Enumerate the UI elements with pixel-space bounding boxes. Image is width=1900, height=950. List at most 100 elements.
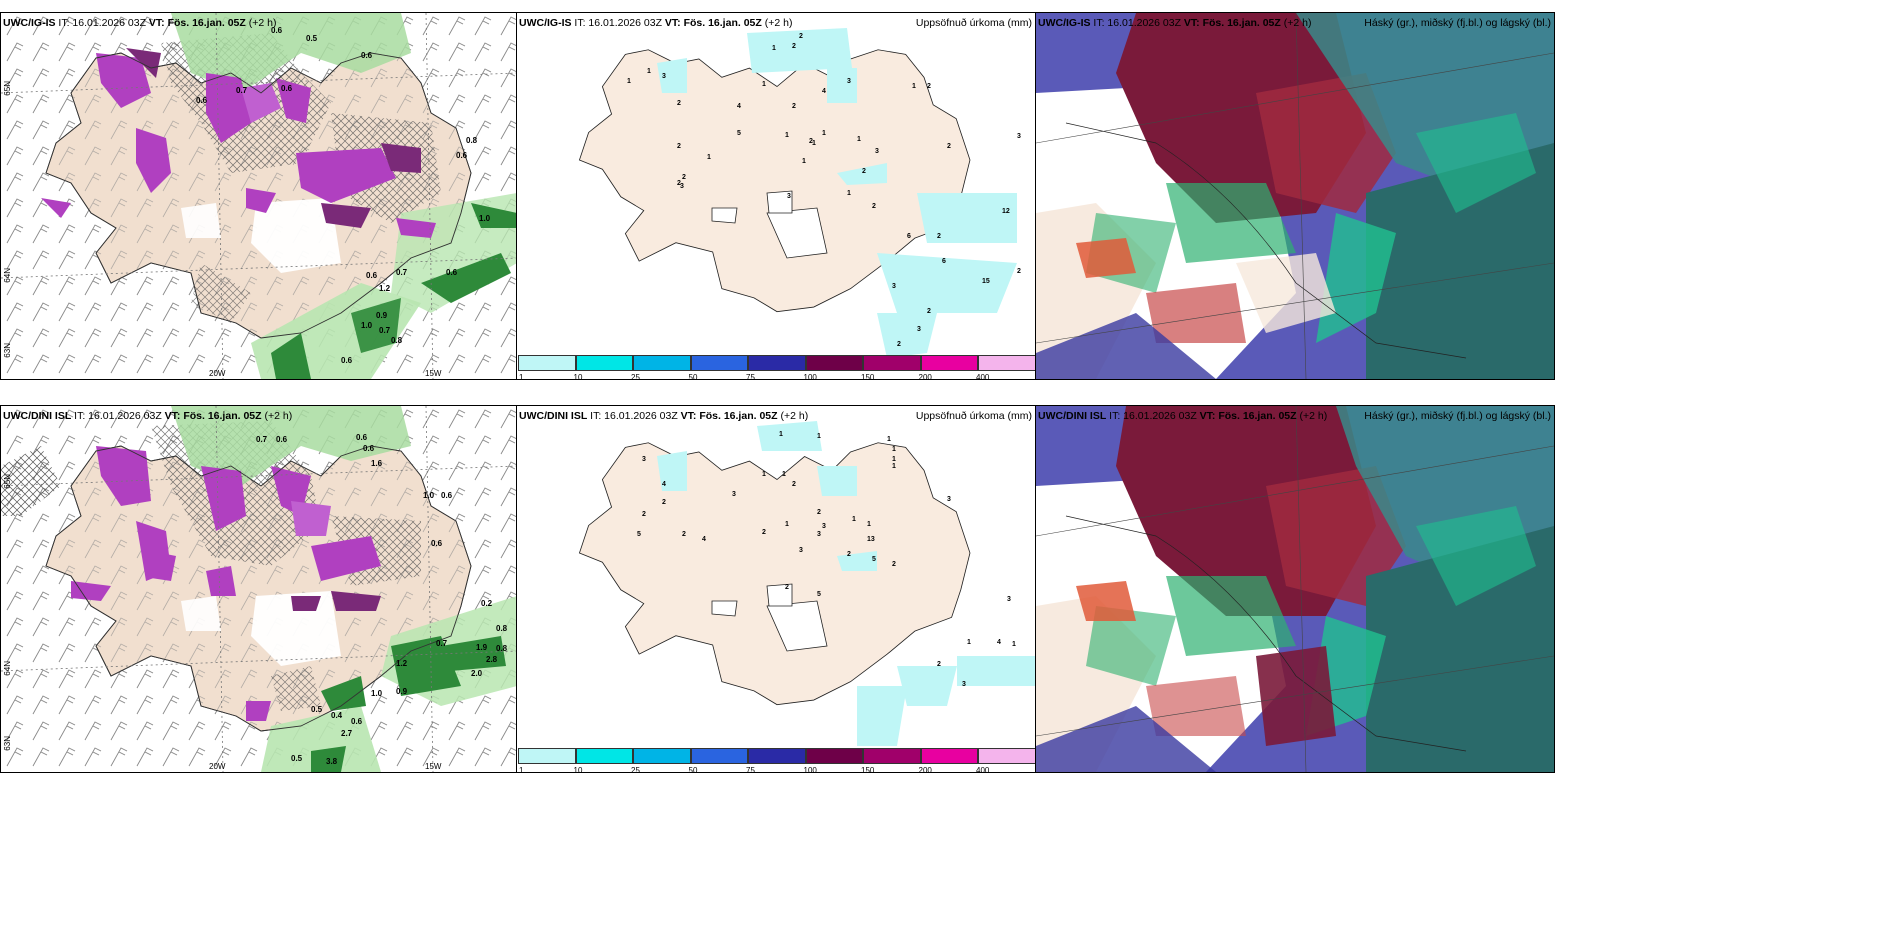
precip-value-label: 1 [785, 521, 789, 528]
precip-value-label: 1 [817, 433, 821, 440]
precip-value-label: 15 [982, 278, 990, 285]
lat-label-64n: 64N [3, 661, 12, 676]
precip-value-label: 3 [799, 547, 803, 554]
colorbar-swatch: 200 [919, 748, 978, 772]
lon-label-20w: 20W [209, 369, 226, 378]
lat-label-64n: 64N [3, 268, 12, 283]
cloud-map-top [1036, 13, 1554, 379]
precip-value-label: 1 [762, 471, 766, 478]
lon-label-15w: 15W [425, 762, 442, 771]
panel-header: UWC/IG-IS IT: 16.01.2026 03Z VT: Fös. 16… [519, 17, 793, 29]
colorbar-tick-label: 150 [861, 766, 875, 773]
colorbar-tick-label: 100 [803, 766, 817, 773]
precip-value-label: 2 [682, 531, 686, 538]
colorbar-swatch: 25 [631, 355, 691, 379]
precip-value-label: 6 [942, 258, 946, 265]
svg-text:0.5: 0.5 [306, 34, 318, 43]
precip-value-label: 2 [677, 180, 681, 187]
precip-value-label: 1 [847, 190, 851, 197]
colorbar-tick-label: 200 [918, 373, 932, 380]
colorbar-tick-label: 400 [976, 766, 990, 773]
precip-value-label: 5 [737, 130, 741, 137]
colorbar-swatch: 150 [861, 748, 921, 772]
svg-text:2.7: 2.7 [341, 729, 353, 738]
lat-label-63n: 63N [3, 736, 12, 751]
precip-value-label: 3 [875, 148, 879, 155]
panel-header: UWC/DINI ISL IT: 16.01.2026 03Z VT: Fös.… [519, 410, 809, 422]
precip-value-label: 5 [637, 531, 641, 538]
svg-text:0.6: 0.6 [446, 268, 458, 277]
map-panel-bottom-right: UWC/DINI ISL IT: 16.01.2026 03Z VT: Fös.… [1035, 405, 1555, 773]
precip-value-label: 1 [892, 463, 896, 470]
weather-map-bottom-left: 0.7 0.6 0.6 0.61.61.0 0.60.60.2 0.80.7 1.9 … [1, 406, 517, 772]
precip-value-label: 2 [862, 168, 866, 175]
svg-text:0.6: 0.6 [441, 491, 453, 500]
colorbar-swatch: 1 [518, 748, 576, 772]
colorbar-tick-label: 25 [631, 373, 640, 380]
svg-text:0.6: 0.6 [271, 26, 283, 35]
svg-text:2.0: 2.0 [471, 669, 483, 678]
panel-header: UWC/DINI ISL IT: 16.01.2026 03Z VT: Fös.… [1038, 410, 1328, 422]
svg-text:0.6: 0.6 [276, 435, 288, 444]
precip-value-label: 3 [787, 193, 791, 200]
svg-text:1.6: 1.6 [371, 459, 383, 468]
precip-value-label: 2 [809, 138, 813, 145]
svg-text:0.7: 0.7 [256, 435, 268, 444]
svg-text:0.5: 0.5 [291, 754, 303, 763]
precip-value-label: 2 [897, 341, 901, 348]
colorbar-swatch: 75 [746, 748, 806, 772]
precip-value-label: 3 [732, 491, 736, 498]
svg-text:0.6: 0.6 [456, 151, 468, 160]
precip-value-label: 3 [1007, 596, 1011, 603]
precip-value-label: 1 [1012, 641, 1016, 648]
precip-value-label: 3 [817, 531, 821, 538]
svg-text:0.6: 0.6 [356, 433, 368, 442]
svg-text:1.0: 1.0 [479, 214, 491, 223]
precip-value-label: 2 [792, 103, 796, 110]
precip-value-label: 5 [817, 591, 821, 598]
colorbar-tick-label: 25 [631, 766, 640, 773]
map-panel-top-left: 0.6 0.5 0.6 0.7 0.6 0.6 0.8 0.6 1.0 0.7 1.2 0.9 … [0, 12, 518, 380]
precip-value-label: 1 [857, 136, 861, 143]
svg-text:0.7: 0.7 [236, 86, 248, 95]
svg-text:0.6: 0.6 [363, 444, 375, 453]
precip-value-label: 3 [1017, 133, 1021, 140]
colorbar-tick-label: 50 [688, 766, 698, 773]
svg-text:3.8: 3.8 [326, 757, 338, 766]
panel-title: Uppsöfnuð úrkoma (mm) [915, 410, 1032, 422]
precip-value-label: 2 [1017, 268, 1021, 275]
colorbar-swatch: 10 [574, 355, 633, 379]
precip-value-label: 2 [642, 511, 646, 518]
svg-text:0.7: 0.7 [379, 326, 391, 335]
precip-value-label: 3 [892, 283, 896, 290]
weather-map-top-left: 0.60.50.6 0.7 0.60.6 0.80.61.0 0.71.20.9 … [1, 13, 517, 379]
precip-value-label: 13 [867, 536, 875, 543]
colorbar-tick-label: 400 [976, 373, 990, 380]
svg-text:0.7: 0.7 [436, 639, 448, 648]
lon-label-15w: 15W [425, 369, 442, 378]
precip-colorbar-top: 1 10 25 50 75 100 150 200 400 [518, 355, 1035, 379]
svg-text:0.8: 0.8 [391, 336, 403, 345]
lat-label-65n: 65N [3, 474, 12, 489]
precip-value-label: 3 [680, 183, 684, 190]
precip-value-label: 1 [772, 45, 776, 52]
colorbar-tick-label: 200 [918, 766, 932, 773]
precip-value-label: 2 [927, 308, 931, 315]
precip-value-label: 2 [677, 143, 681, 150]
precip-value-label: 1 [867, 521, 871, 528]
precip-value-label: 2 [947, 143, 951, 150]
panel-title: Uppsöfnuð úrkoma (mm) [915, 17, 1032, 29]
svg-text:2.8: 2.8 [486, 655, 498, 664]
lon-label-20w: 20W [209, 762, 226, 771]
precip-value-label: 1 [627, 78, 631, 85]
colorbar-swatch: 50 [689, 748, 748, 772]
svg-text:0.6: 0.6 [431, 539, 443, 548]
precip-value-label: 1 [802, 158, 806, 165]
lat-label-65n: 65N [3, 81, 12, 96]
precip-value-label: 2 [662, 499, 666, 506]
precip-value-label: 1 [852, 516, 856, 523]
precip-value-label: 4 [737, 103, 741, 110]
precip-value-label: 2 [792, 43, 796, 50]
precip-value-label: 2 [677, 100, 681, 107]
